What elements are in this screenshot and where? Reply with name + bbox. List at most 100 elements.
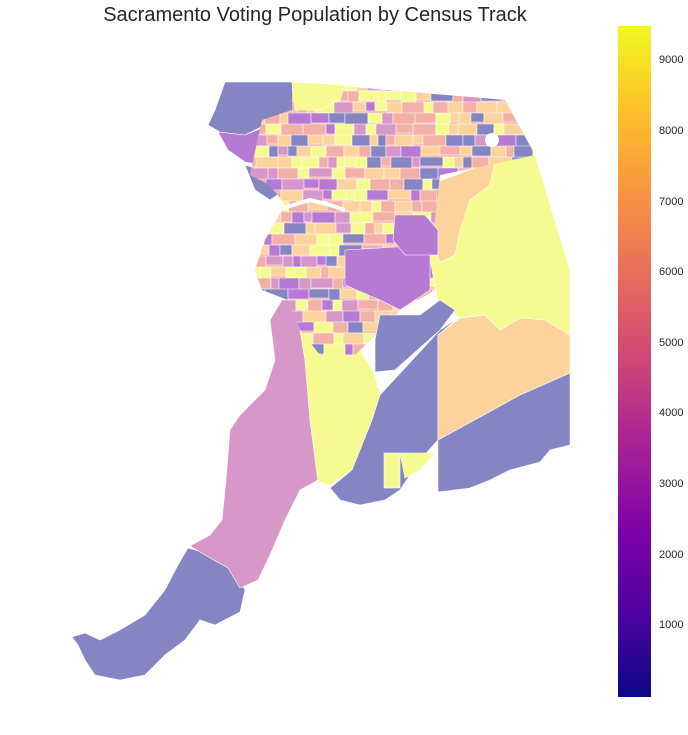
census-tract xyxy=(250,244,261,255)
census-tract xyxy=(278,277,300,291)
census-tract xyxy=(291,244,311,256)
census-tract xyxy=(334,134,353,146)
census-tract xyxy=(291,211,305,225)
census-tract xyxy=(364,167,385,181)
census-tract xyxy=(250,343,269,355)
census-tract xyxy=(532,145,535,160)
census-tract xyxy=(442,156,455,170)
tract-river-corridor xyxy=(189,299,319,589)
census-tract xyxy=(366,189,389,201)
census-tract xyxy=(310,277,334,289)
colorbar xyxy=(618,26,651,697)
census-tract xyxy=(452,82,476,92)
census-tract xyxy=(496,101,521,115)
census-tract xyxy=(329,244,340,257)
tract-north-yellow xyxy=(291,81,346,111)
census-tract xyxy=(474,82,493,92)
census-tract xyxy=(423,82,445,92)
census-tract xyxy=(292,255,302,268)
census-tract xyxy=(449,112,460,123)
tract-southern-band xyxy=(329,317,459,506)
census-tract xyxy=(322,189,333,200)
census-tract xyxy=(334,123,355,137)
colorbar-tick-label: 1000 xyxy=(659,619,684,632)
census-tract xyxy=(279,112,289,125)
census-tract xyxy=(342,233,365,244)
census-tract xyxy=(392,112,416,126)
census-tract xyxy=(523,123,535,136)
tract-eastern-purple xyxy=(392,214,439,256)
census-tract xyxy=(448,123,459,136)
census-tract xyxy=(384,82,409,92)
census-tract xyxy=(534,101,535,115)
census-tract xyxy=(358,90,379,102)
census-tract xyxy=(443,82,454,95)
census-tract xyxy=(412,123,437,137)
census-tract xyxy=(344,156,357,168)
census-tract xyxy=(283,222,307,235)
census-tract xyxy=(385,134,396,146)
census-tract xyxy=(311,211,336,224)
census-tract xyxy=(303,211,313,223)
census-tract xyxy=(250,200,263,213)
census-tract xyxy=(321,299,334,311)
census-tract xyxy=(296,145,312,157)
census-tract xyxy=(253,366,266,376)
census-tract xyxy=(277,156,293,169)
census-tract xyxy=(471,145,492,157)
census-tract xyxy=(387,189,412,200)
census-tract xyxy=(250,222,254,236)
county-map xyxy=(71,81,571,681)
census-tract xyxy=(501,90,512,101)
census-tract xyxy=(310,145,327,159)
census-tract xyxy=(332,299,343,312)
census-tract xyxy=(250,354,267,355)
census-tract xyxy=(250,321,266,332)
census-tract xyxy=(349,211,374,224)
census-tract xyxy=(390,156,413,170)
census-tract xyxy=(277,167,299,180)
census-tract xyxy=(280,211,293,223)
census-tract xyxy=(374,101,388,112)
census-tract xyxy=(287,145,298,157)
census-tract xyxy=(347,321,364,334)
census-tract xyxy=(308,288,330,299)
census-tract xyxy=(459,145,473,156)
census-tract xyxy=(318,156,329,169)
census-tract xyxy=(344,167,366,179)
census-tract xyxy=(407,82,425,91)
census-tract xyxy=(252,299,272,313)
census-tract xyxy=(287,112,312,126)
census-tract xyxy=(281,178,305,192)
tract-southeast-urban-blue xyxy=(374,299,456,373)
census-tract xyxy=(250,310,260,321)
census-tract xyxy=(458,112,472,125)
census-tract xyxy=(453,156,464,168)
census-tract xyxy=(377,90,387,103)
census-tract xyxy=(372,211,396,222)
census-tract xyxy=(420,145,441,156)
census-tract xyxy=(439,145,461,156)
census-tract xyxy=(250,277,255,289)
census-tract xyxy=(325,123,336,135)
census-tract xyxy=(328,112,346,124)
census-tract xyxy=(325,145,345,158)
census-tract xyxy=(250,233,265,244)
census-tract xyxy=(430,90,454,102)
census-tract xyxy=(411,200,423,213)
census-tract xyxy=(279,244,293,256)
census-tract xyxy=(290,134,309,148)
census-tract xyxy=(314,222,337,235)
census-tract xyxy=(457,123,478,137)
census-tract xyxy=(310,112,330,124)
census-tract xyxy=(411,156,421,168)
census-tract xyxy=(470,112,485,123)
census-tract xyxy=(415,90,432,101)
census-tract xyxy=(265,123,282,135)
census-tract xyxy=(303,178,320,189)
census-tract xyxy=(524,82,535,94)
census-tract xyxy=(342,332,365,346)
census-tract xyxy=(524,112,535,125)
census-tract xyxy=(480,90,503,102)
census-tract xyxy=(413,299,428,310)
